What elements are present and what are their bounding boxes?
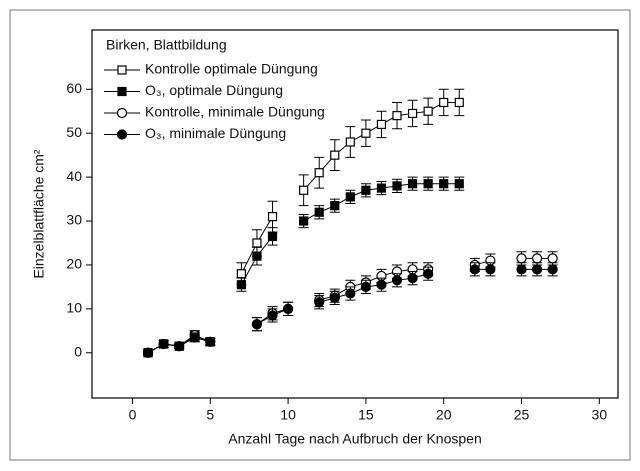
data-point (439, 179, 449, 189)
data-point (531, 253, 543, 264)
data-point (454, 97, 464, 108)
data-point (376, 119, 387, 130)
data-point (251, 319, 263, 330)
data-point (423, 179, 433, 189)
legend-marker (116, 107, 128, 119)
data-point (267, 212, 278, 222)
plot-frame (91, 29, 619, 399)
legend-marker (117, 86, 127, 97)
data-point (142, 347, 154, 358)
y-tick-label: 10 (66, 300, 82, 316)
legend-label: Kontrolle, minimale Düngung (145, 104, 325, 120)
data-point (158, 338, 169, 350)
x-tick-label: 25 (514, 407, 530, 423)
data-point (330, 150, 340, 160)
data-point (282, 303, 294, 314)
data-point (361, 185, 371, 195)
data-point (252, 251, 262, 261)
data-point (330, 201, 340, 211)
data-point (299, 185, 309, 195)
data-point (439, 97, 449, 108)
data-point (531, 264, 543, 275)
legend-title: Birken, Blattbildung (106, 37, 227, 53)
data-point (205, 336, 216, 347)
x-tick-label: 10 (280, 407, 296, 423)
data-point (407, 108, 418, 119)
y-tick-label: 50 (66, 124, 82, 140)
y-tick-label: 60 (66, 80, 82, 96)
x-tick-label: 20 (436, 407, 452, 423)
data-point (376, 279, 387, 290)
data-point (299, 216, 309, 226)
y-tick-label: 30 (66, 212, 82, 228)
data-point (407, 273, 418, 284)
data-point (314, 207, 324, 217)
data-point (516, 253, 527, 264)
data-point (547, 253, 558, 264)
data-point (547, 264, 558, 275)
data-point (329, 292, 340, 303)
legend-marker (116, 129, 128, 140)
data-point (516, 264, 527, 275)
data-point (407, 179, 418, 189)
y-axis-label: Einzelblattfläche cm² (31, 149, 47, 279)
y-tick-label: 0 (74, 343, 82, 359)
data-point (423, 268, 434, 279)
data-point (345, 288, 356, 299)
x-tick-label: 5 (206, 407, 214, 423)
x-tick-label: 15 (358, 407, 374, 423)
data-point (345, 137, 355, 147)
x-tick-label: 30 (592, 407, 608, 423)
data-point (267, 310, 278, 321)
data-point (314, 297, 325, 308)
y-tick-label: 20 (66, 256, 82, 272)
data-point (485, 264, 496, 275)
data-point (360, 281, 371, 292)
y-tick-label: 40 (66, 168, 82, 184)
data-point (314, 168, 324, 178)
figure-border (9, 9, 631, 461)
legend-marker (117, 65, 127, 75)
data-point (236, 280, 246, 290)
x-tick-label: 0 (129, 407, 137, 423)
data-point (361, 128, 371, 138)
legend-label: Kontrolle optimale Düngung (145, 61, 318, 77)
legend-label: O₃, minimale Düngung (145, 125, 286, 141)
data-point (174, 341, 185, 352)
data-point (469, 264, 480, 275)
data-point (189, 332, 200, 343)
data-point (423, 106, 433, 116)
legend-label: O₃, optimale Düngung (145, 82, 283, 98)
x-axis-label: Anzahl Tage nach Aufbruch der Knospen (228, 431, 481, 447)
data-point (376, 183, 387, 193)
data-point (267, 231, 278, 241)
data-point (391, 275, 403, 286)
data-point (345, 192, 355, 202)
data-point (392, 181, 402, 191)
data-point (252, 238, 262, 248)
data-point (236, 269, 246, 279)
data-point (392, 111, 402, 121)
data-point (454, 179, 464, 189)
